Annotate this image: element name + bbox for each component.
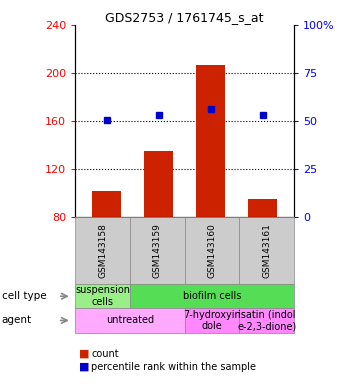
Bar bbox=[144, 151, 173, 217]
Text: isatin (indol
e-2,3-dione): isatin (indol e-2,3-dione) bbox=[237, 310, 296, 331]
Text: GSM143159: GSM143159 bbox=[153, 223, 162, 278]
Text: 7-hydroxyin
dole: 7-hydroxyin dole bbox=[183, 310, 241, 331]
Text: untreated: untreated bbox=[106, 315, 154, 326]
Text: suspension
cells: suspension cells bbox=[75, 285, 130, 307]
Text: cell type: cell type bbox=[2, 291, 46, 301]
Text: ■: ■ bbox=[79, 349, 89, 359]
Text: ■: ■ bbox=[79, 362, 89, 372]
Title: GDS2753 / 1761745_s_at: GDS2753 / 1761745_s_at bbox=[105, 11, 264, 24]
Bar bbox=[196, 65, 225, 217]
Bar bbox=[92, 190, 121, 217]
Bar bbox=[248, 199, 277, 217]
Text: count: count bbox=[91, 349, 119, 359]
Text: agent: agent bbox=[2, 315, 32, 326]
Text: GSM143160: GSM143160 bbox=[208, 223, 216, 278]
Text: percentile rank within the sample: percentile rank within the sample bbox=[91, 362, 256, 372]
Text: GSM143161: GSM143161 bbox=[262, 223, 271, 278]
Text: biofilm cells: biofilm cells bbox=[183, 291, 241, 301]
Text: GSM143158: GSM143158 bbox=[98, 223, 107, 278]
